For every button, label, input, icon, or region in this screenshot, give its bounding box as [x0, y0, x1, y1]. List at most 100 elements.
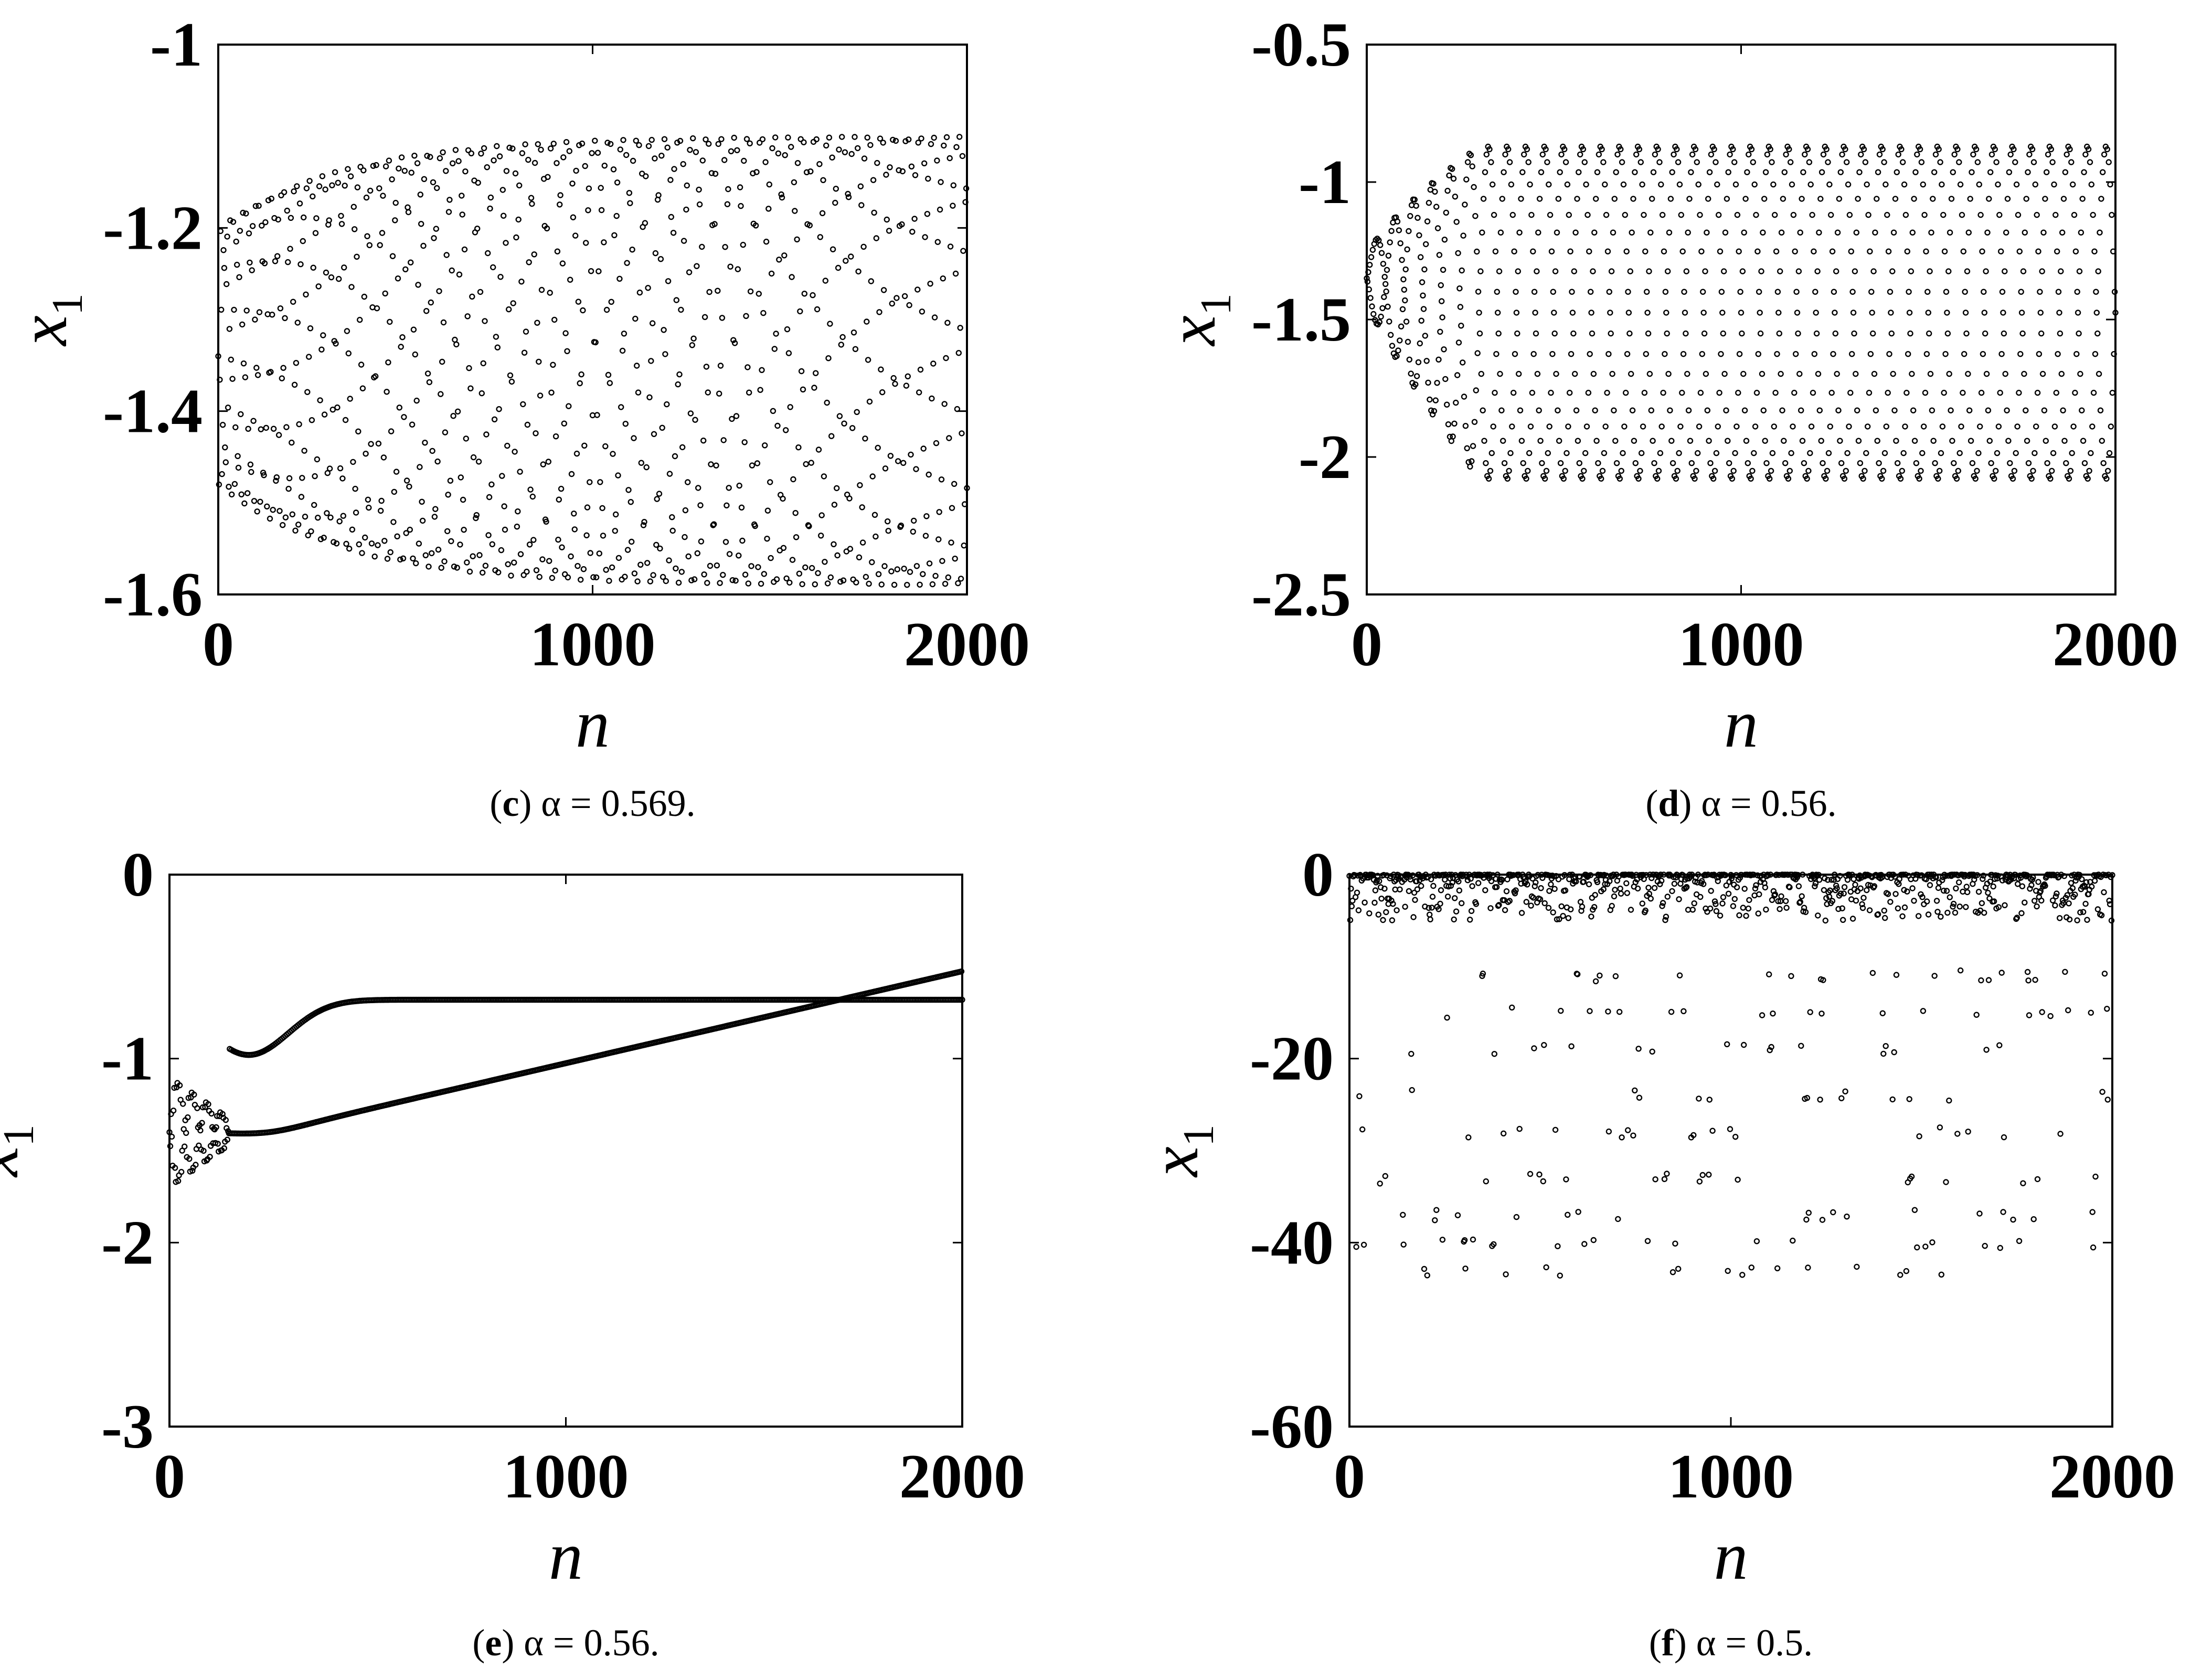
data-point — [809, 565, 815, 571]
data-point — [1513, 289, 1519, 295]
data-point — [183, 1130, 189, 1136]
data-point — [1827, 211, 1834, 218]
data-point — [222, 459, 229, 465]
data-point — [1464, 445, 1470, 451]
data-point — [538, 286, 545, 293]
data-point — [2007, 460, 2013, 466]
data-point — [1921, 211, 1928, 218]
data-point — [1517, 407, 1524, 413]
data-point — [1945, 268, 1952, 274]
data-point — [2080, 438, 2087, 444]
data-point — [1392, 877, 1399, 883]
data-point — [400, 555, 407, 562]
data-point — [496, 406, 502, 412]
data-point — [1659, 903, 1665, 909]
data-point — [764, 507, 771, 514]
data-point — [315, 515, 321, 521]
data-point — [1810, 389, 1816, 396]
data-point — [1987, 169, 1994, 175]
data-point — [270, 426, 277, 432]
data-point — [634, 578, 641, 584]
data-point — [396, 165, 402, 172]
data-point — [362, 534, 368, 541]
data-point — [1963, 903, 1969, 910]
y-tick-label: -1 — [150, 9, 203, 79]
data-point — [1558, 1007, 1564, 1014]
data-point — [1467, 875, 1474, 882]
data-point — [812, 581, 818, 588]
data-point — [1760, 407, 1767, 413]
data-point — [722, 244, 728, 250]
data-point — [1740, 905, 1747, 911]
data-point — [360, 167, 367, 174]
data-point — [1661, 1176, 1668, 1183]
data-point — [1741, 886, 1748, 892]
data-point — [682, 507, 689, 514]
data-point — [924, 211, 931, 217]
data-point — [1381, 294, 1387, 300]
data-point — [1513, 1214, 1520, 1220]
data-point — [1799, 196, 1805, 202]
data-point — [1982, 330, 1988, 337]
data-point — [1727, 1126, 1733, 1132]
data-point — [569, 180, 576, 187]
data-point — [1613, 460, 1620, 466]
data-point — [341, 264, 347, 271]
data-point — [1580, 146, 1587, 153]
data-point — [1432, 188, 1438, 195]
data-point — [363, 194, 370, 201]
data-point — [2060, 900, 2067, 906]
data-point — [1718, 289, 1725, 295]
data-point — [1353, 1243, 1359, 1250]
data-point — [1756, 289, 1762, 295]
data-point — [2020, 268, 2027, 274]
data-point — [1705, 196, 1711, 202]
data-point — [683, 206, 689, 213]
data-point — [760, 310, 767, 316]
data-point — [1662, 917, 1668, 923]
data-point — [1793, 289, 1800, 295]
data-point — [1822, 875, 1828, 881]
data-point — [1594, 879, 1601, 886]
data-point — [1475, 880, 1482, 886]
data-point — [1676, 972, 1683, 979]
data-point — [650, 572, 656, 578]
data-point — [1586, 881, 1592, 888]
data-point — [1579, 903, 1586, 910]
data-point — [789, 557, 796, 563]
data-point — [276, 508, 283, 514]
data-point — [413, 560, 419, 567]
data-point — [696, 201, 703, 208]
data-point — [1837, 169, 1844, 175]
data-point — [585, 207, 591, 214]
data-point — [445, 492, 451, 498]
data-point — [1639, 181, 1645, 188]
data-point — [1823, 146, 1830, 153]
data-point — [829, 154, 835, 161]
data-point — [2101, 970, 2108, 977]
data-point — [1909, 229, 1916, 236]
data-point — [2070, 423, 2077, 430]
data-point — [332, 169, 338, 175]
data-point — [563, 139, 570, 145]
data-point — [1652, 1176, 1658, 1183]
data-point — [1788, 450, 1794, 456]
data-point — [2108, 423, 2114, 430]
data-point — [1629, 873, 1636, 879]
data-point — [1813, 330, 1820, 337]
data-point — [1965, 229, 1972, 236]
data-point — [1574, 971, 1581, 977]
data-point — [1515, 268, 1522, 274]
data-point — [1887, 899, 1894, 905]
data-point — [1753, 882, 1759, 888]
data-point — [1903, 389, 1910, 396]
data-point — [1826, 181, 1833, 188]
data-point — [729, 577, 736, 583]
data-point — [1454, 1212, 1461, 1218]
data-point — [1890, 370, 1896, 377]
data-point — [1809, 211, 1815, 218]
data-point — [1699, 1172, 1706, 1178]
data-point — [2082, 151, 2089, 158]
data-point — [1455, 250, 1461, 257]
